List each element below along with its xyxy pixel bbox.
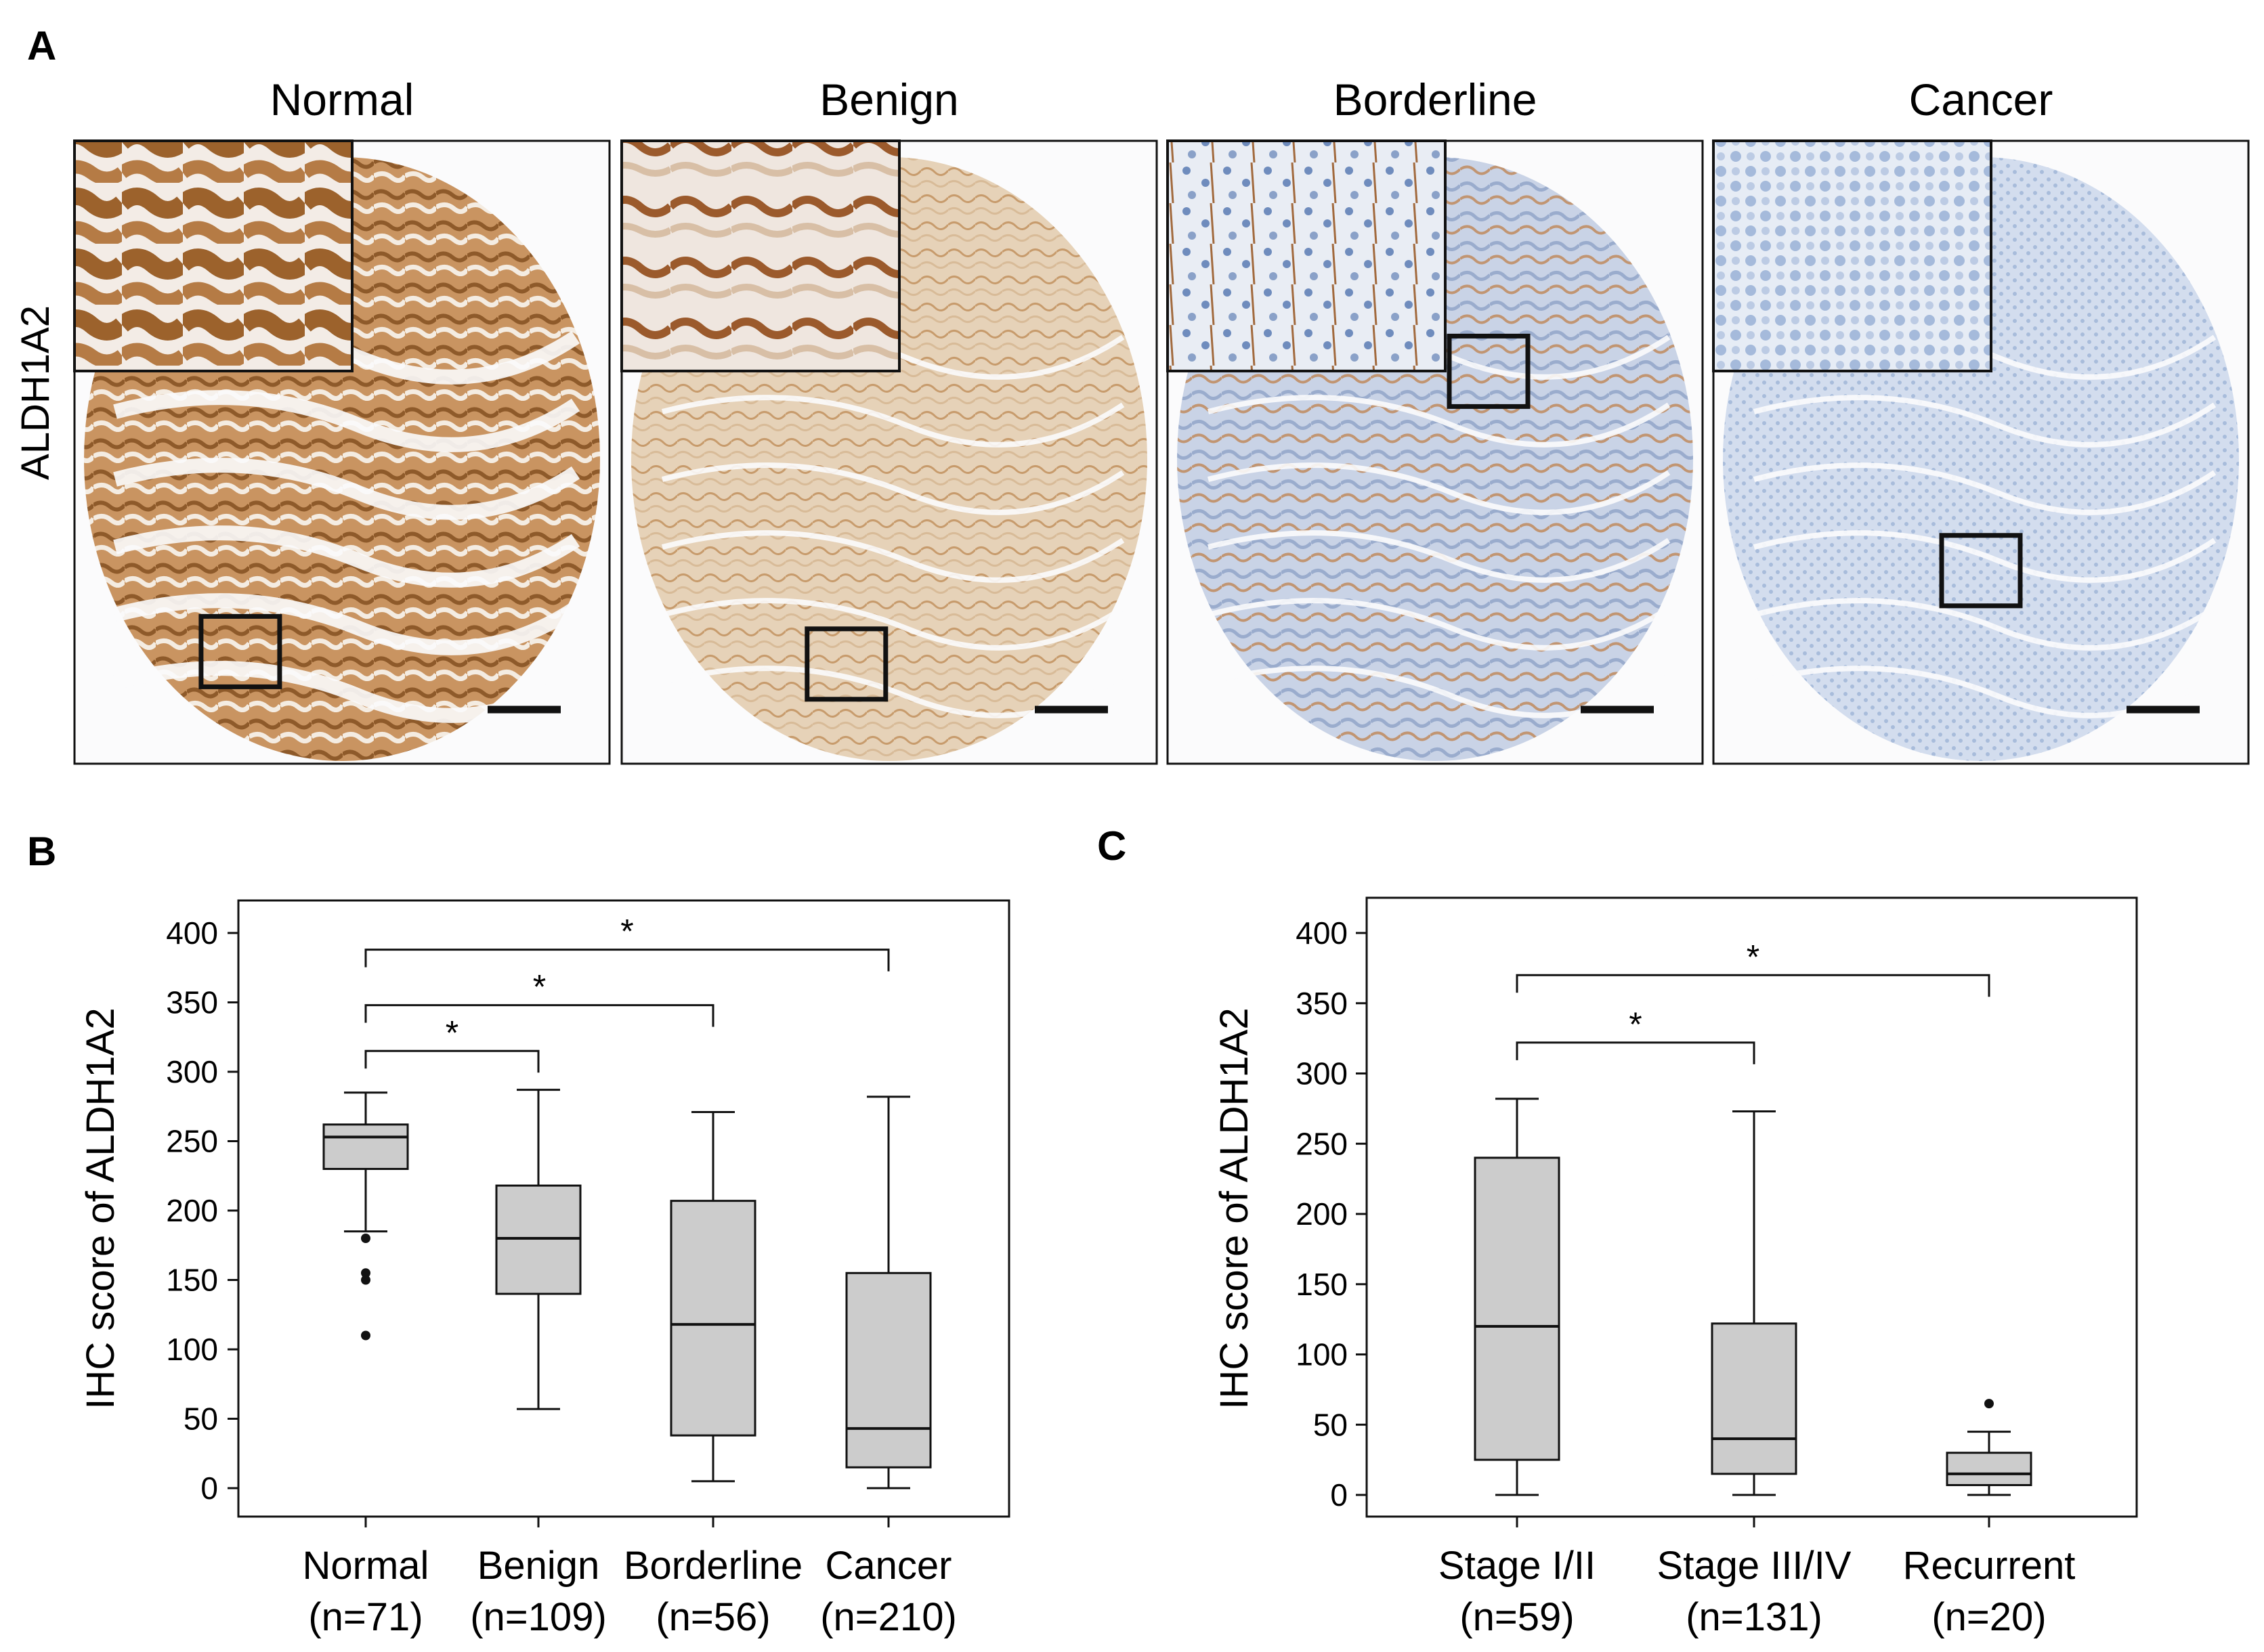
significance-star: * — [533, 968, 546, 1006]
significance-bracket — [1516, 1041, 1755, 1064]
category-label: Stage I/II — [1438, 1544, 1596, 1588]
significance-star: * — [446, 1014, 458, 1051]
box-recurrent — [1946, 1452, 2032, 1486]
category-n: (n=210) — [820, 1595, 957, 1639]
category-label: Borderline — [624, 1544, 803, 1588]
y-tick-label: 100 — [1296, 1337, 1348, 1372]
outlier-point — [361, 1275, 370, 1285]
significance-star: * — [1747, 938, 1759, 976]
zoom-inset — [1166, 139, 1447, 372]
tissue-gap — [1207, 598, 1671, 651]
category-n: (n=131) — [1686, 1595, 1822, 1639]
category-n: (n=59) — [1459, 1595, 1574, 1639]
tissue-gap — [661, 598, 1125, 651]
tissue-gap — [1753, 395, 2217, 448]
box-benign — [495, 1184, 582, 1295]
panel-b-letter: B — [27, 829, 56, 874]
tissue-gap — [1207, 462, 1671, 515]
tissue-gap — [113, 458, 580, 520]
category-n: (n=56) — [656, 1595, 770, 1639]
column-title-benign: Benign — [819, 74, 959, 125]
region-box — [198, 613, 282, 689]
tissue-gap — [113, 390, 580, 452]
outlier-point — [1984, 1399, 1994, 1409]
box-normal — [322, 1123, 409, 1171]
tissue-gap — [1207, 395, 1671, 448]
significance-bracket — [1516, 974, 1990, 997]
outlier-point — [361, 1268, 370, 1278]
panel-c-boxplot: 0 50 100 150 200 250 300 350 400 Stage I/II (n=59)… — [1296, 896, 2138, 1639]
plot-frame — [237, 899, 1010, 1518]
panel-b-ylabel: IHC score of ALDH1A2 — [79, 1007, 123, 1409]
y-tick-label: 350 — [166, 985, 218, 1020]
y-tick-label: 200 — [1296, 1196, 1348, 1232]
category-n: (n=20) — [1931, 1595, 2046, 1639]
column-title-borderline: Borderline — [1333, 74, 1537, 125]
y-tick-label: 250 — [1296, 1126, 1348, 1161]
category-n: (n=109) — [470, 1595, 607, 1639]
tissue-gap — [661, 395, 1125, 448]
category-label: Normal — [303, 1544, 429, 1588]
plot-frame — [1365, 896, 2138, 1518]
y-tick-label: 150 — [1296, 1267, 1348, 1302]
tissue-gap — [113, 593, 580, 655]
y-tick-label: 200 — [166, 1193, 218, 1228]
region-box — [1447, 333, 1531, 409]
panel-c-letter: C — [1097, 823, 1126, 869]
significance-bracket — [364, 1004, 714, 1027]
box-cancer — [845, 1271, 932, 1469]
column-title-cancer: Cancer — [1909, 74, 2053, 125]
category-label: Stage III/IV — [1657, 1544, 1852, 1588]
tissue-gap — [113, 525, 580, 588]
box-stageiiiiv — [1711, 1322, 1797, 1475]
tissue-gap — [1753, 530, 2217, 583]
row-label: ALDH1A2 — [14, 305, 58, 480]
category-label: Recurrent — [1903, 1544, 2076, 1588]
region-box — [1939, 533, 2023, 609]
category-label: Cancer — [826, 1544, 952, 1588]
outlier-point — [361, 1330, 370, 1341]
tissue-gap — [661, 462, 1125, 515]
zoom-inset — [620, 139, 901, 372]
column-title-normal: Normal — [270, 74, 414, 125]
y-tick-label: 250 — [166, 1124, 218, 1159]
y-tick-label: 350 — [1296, 986, 1348, 1021]
outlier-point — [361, 1234, 370, 1243]
y-tick-label: 50 — [1313, 1407, 1348, 1442]
significance-star: * — [1629, 1005, 1642, 1043]
y-tick-label: 50 — [184, 1401, 218, 1437]
y-tick-label: 100 — [166, 1332, 218, 1367]
y-tick-label: 0 — [1330, 1477, 1348, 1513]
category-n: (n=71) — [308, 1595, 423, 1639]
zoom-inset — [1712, 139, 1992, 372]
micrograph-row: Normal Benign Borderline Cancer — [73, 74, 2250, 765]
zoom-inset — [73, 139, 354, 372]
panel-a-letter: A — [27, 23, 56, 68]
y-tick-label: 0 — [200, 1471, 218, 1506]
y-tick-label: 400 — [1296, 915, 1348, 951]
panel-b-boxplot: 0 50 100 150 200 250 300 350 400 Normal (n=71) Beni… — [166, 899, 1010, 1639]
panel-c-ylabel: IHC score of ALDH1A2 — [1212, 1007, 1256, 1409]
y-tick-label: 150 — [166, 1263, 218, 1298]
box-borderline — [670, 1200, 756, 1437]
tissue-gap — [1753, 462, 2217, 515]
category-label: Benign — [477, 1544, 600, 1588]
tissue-gap — [1207, 530, 1671, 583]
y-tick-label: 400 — [166, 915, 218, 951]
significance-bracket — [364, 949, 890, 972]
tissue-gap — [1753, 598, 2217, 651]
region-box — [805, 626, 889, 702]
y-tick-label: 300 — [166, 1054, 218, 1089]
tissue-gap — [661, 530, 1125, 583]
y-tick-label: 300 — [1296, 1056, 1348, 1091]
box-stageiii — [1474, 1156, 1560, 1461]
significance-bracket — [364, 1049, 540, 1073]
significance-star: * — [620, 913, 633, 951]
